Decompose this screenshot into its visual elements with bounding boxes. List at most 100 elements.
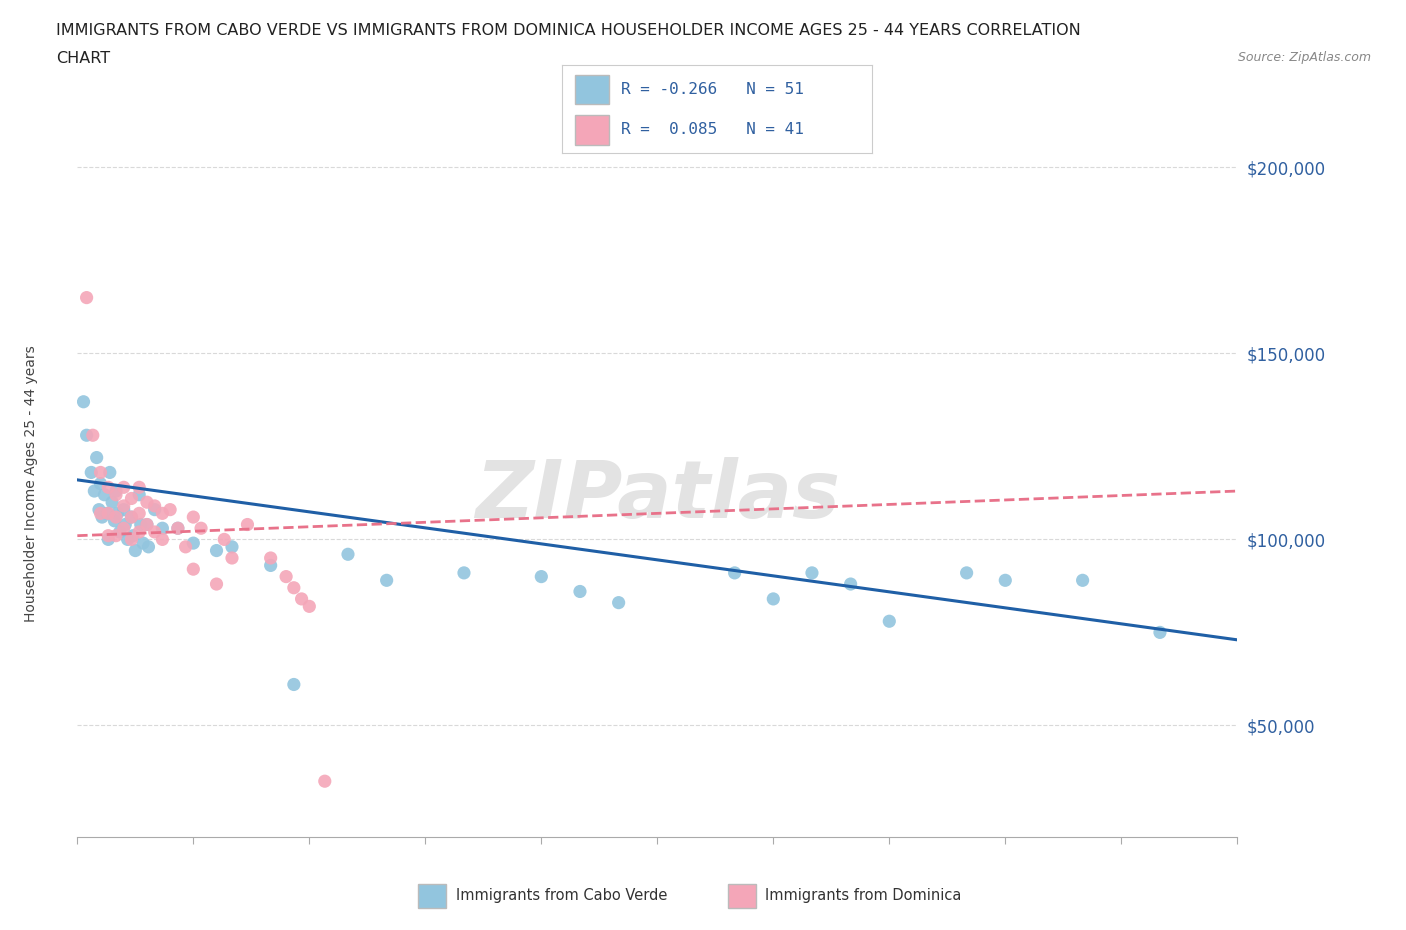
Point	[143, 525, 166, 539]
Point	[839, 577, 862, 591]
Point	[152, 521, 174, 536]
Point	[97, 532, 120, 547]
Text: Immigrants from Dominica: Immigrants from Dominica	[765, 888, 962, 903]
FancyBboxPatch shape	[419, 884, 446, 908]
Point	[105, 484, 127, 498]
Point	[121, 510, 143, 525]
Point	[128, 506, 150, 521]
FancyBboxPatch shape	[575, 74, 609, 104]
Point	[91, 510, 114, 525]
Text: R =  0.085   N = 41: R = 0.085 N = 41	[621, 122, 804, 137]
Point	[105, 528, 127, 543]
Point	[291, 591, 314, 606]
Point	[128, 480, 150, 495]
Point	[132, 536, 155, 551]
Point	[117, 532, 139, 547]
Text: Householder Income Ages 25 - 44 years: Householder Income Ages 25 - 44 years	[24, 345, 38, 622]
Point	[136, 517, 159, 532]
Point	[98, 465, 121, 480]
Point	[801, 565, 824, 580]
Point	[214, 532, 236, 547]
Point	[112, 498, 135, 513]
Point	[86, 450, 108, 465]
Point	[143, 502, 166, 517]
Point	[956, 565, 979, 580]
Point	[143, 498, 166, 513]
Point	[76, 290, 98, 305]
Point	[174, 539, 197, 554]
Point	[205, 543, 228, 558]
Point	[112, 502, 135, 517]
Point	[121, 532, 143, 547]
Point	[108, 525, 131, 539]
Point	[112, 480, 135, 495]
Point	[283, 580, 305, 595]
Point	[607, 595, 630, 610]
Point	[166, 521, 188, 536]
Point	[90, 476, 111, 491]
Point	[136, 517, 159, 532]
Text: Source: ZipAtlas.com: Source: ZipAtlas.com	[1237, 51, 1371, 64]
Point	[114, 517, 136, 532]
Point	[337, 547, 360, 562]
Point	[375, 573, 398, 588]
Point	[101, 495, 124, 510]
Point	[260, 558, 283, 573]
Point	[159, 502, 181, 517]
Point	[105, 510, 127, 525]
FancyBboxPatch shape	[728, 884, 755, 908]
Point	[90, 506, 111, 521]
Point	[107, 506, 129, 521]
Point	[96, 506, 118, 521]
Point	[122, 528, 145, 543]
Point	[283, 677, 305, 692]
Point	[994, 573, 1017, 588]
Point	[183, 536, 205, 551]
Text: CHART: CHART	[56, 51, 110, 66]
Point	[152, 506, 174, 521]
Point	[1071, 573, 1094, 588]
Text: ZIPatlas: ZIPatlas	[475, 457, 839, 535]
Point	[183, 510, 205, 525]
Point	[105, 487, 127, 502]
Point	[877, 614, 901, 629]
Point	[1149, 625, 1171, 640]
Point	[129, 517, 152, 532]
Point	[530, 569, 553, 584]
Point	[569, 584, 592, 599]
Point	[83, 484, 105, 498]
Point	[166, 521, 188, 536]
Point	[76, 428, 98, 443]
Point	[97, 480, 120, 495]
Point	[97, 528, 120, 543]
Point	[128, 487, 150, 502]
Point	[260, 551, 283, 565]
Point	[138, 539, 160, 554]
Point	[136, 495, 159, 510]
Point	[314, 774, 336, 789]
Point	[190, 521, 212, 536]
Point	[128, 525, 150, 539]
Point	[90, 465, 111, 480]
Point	[93, 487, 115, 502]
Point	[276, 569, 298, 584]
Point	[80, 465, 103, 480]
Point	[121, 491, 143, 506]
Point	[221, 539, 243, 554]
Point	[762, 591, 785, 606]
Point	[724, 565, 747, 580]
Point	[97, 506, 120, 521]
Point	[298, 599, 321, 614]
Point	[112, 521, 135, 536]
Point	[205, 577, 228, 591]
Point	[103, 513, 125, 528]
Point	[72, 394, 94, 409]
Text: IMMIGRANTS FROM CABO VERDE VS IMMIGRANTS FROM DOMINICA HOUSEHOLDER INCOME AGES 2: IMMIGRANTS FROM CABO VERDE VS IMMIGRANTS…	[56, 23, 1081, 38]
Point	[121, 510, 143, 525]
Point	[82, 428, 104, 443]
Text: Immigrants from Cabo Verde: Immigrants from Cabo Verde	[456, 888, 666, 903]
Point	[87, 502, 110, 517]
Text: R = -0.266   N = 51: R = -0.266 N = 51	[621, 82, 804, 97]
Point	[152, 532, 174, 547]
FancyBboxPatch shape	[575, 115, 609, 145]
